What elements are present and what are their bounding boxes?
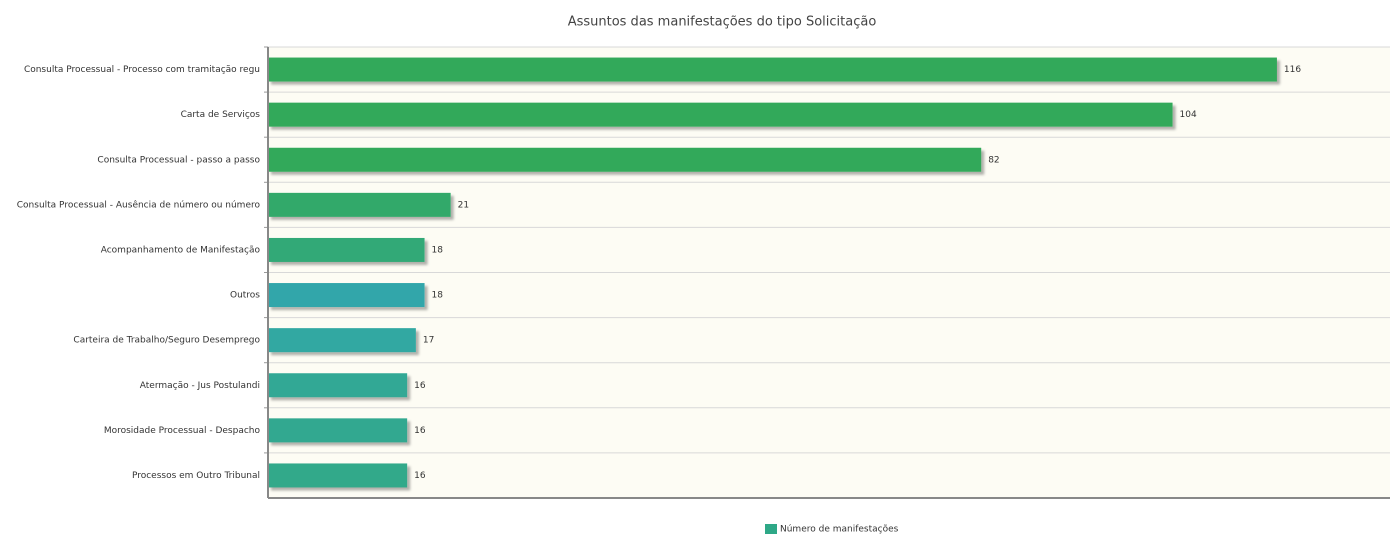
- bar: [268, 147, 982, 172]
- bar: [268, 283, 425, 308]
- y-tick-label: Carta de Serviços: [181, 110, 261, 120]
- bar: [268, 237, 425, 262]
- y-tick-label: Consulta Processual - Ausência de número…: [17, 199, 261, 210]
- value-label: 16: [414, 471, 426, 481]
- value-label: 17: [423, 336, 434, 346]
- value-label: 18: [432, 245, 444, 255]
- value-label: 16: [414, 426, 426, 436]
- y-tick-label: Consulta Processual - passo a passo: [97, 155, 260, 165]
- value-label: 104: [1180, 110, 1197, 120]
- value-label: 21: [458, 200, 469, 210]
- chart-title: Assuntos das manifestações do tipo Solic…: [568, 15, 877, 30]
- y-tick-label: Processos em Outro Tribunal: [132, 471, 260, 481]
- bar: [268, 463, 408, 488]
- bar: [268, 373, 408, 398]
- value-label: 116: [1284, 65, 1301, 75]
- y-tick-label: Acompanhamento de Manifestação: [101, 245, 261, 255]
- bar: [268, 102, 1173, 127]
- bar: [268, 328, 416, 353]
- bar: [268, 192, 451, 217]
- bar: [268, 418, 408, 443]
- value-label: 82: [988, 155, 999, 165]
- bar: [268, 57, 1277, 82]
- legend-swatch: [765, 524, 777, 534]
- value-label: 18: [432, 291, 444, 301]
- y-tick-label: Carteira de Trabalho/Seguro Desemprego: [73, 336, 260, 346]
- y-tick-label: Consulta Processual - Processo com trami…: [24, 65, 260, 75]
- value-label: 16: [414, 381, 426, 391]
- y-tick-label: Atermação - Jus Postulandi: [140, 381, 260, 391]
- legend-label: Número de manifestações: [780, 525, 899, 535]
- y-tick-label: Morosidade Processual - Despacho: [104, 426, 261, 436]
- y-tick-label: Outros: [230, 291, 260, 301]
